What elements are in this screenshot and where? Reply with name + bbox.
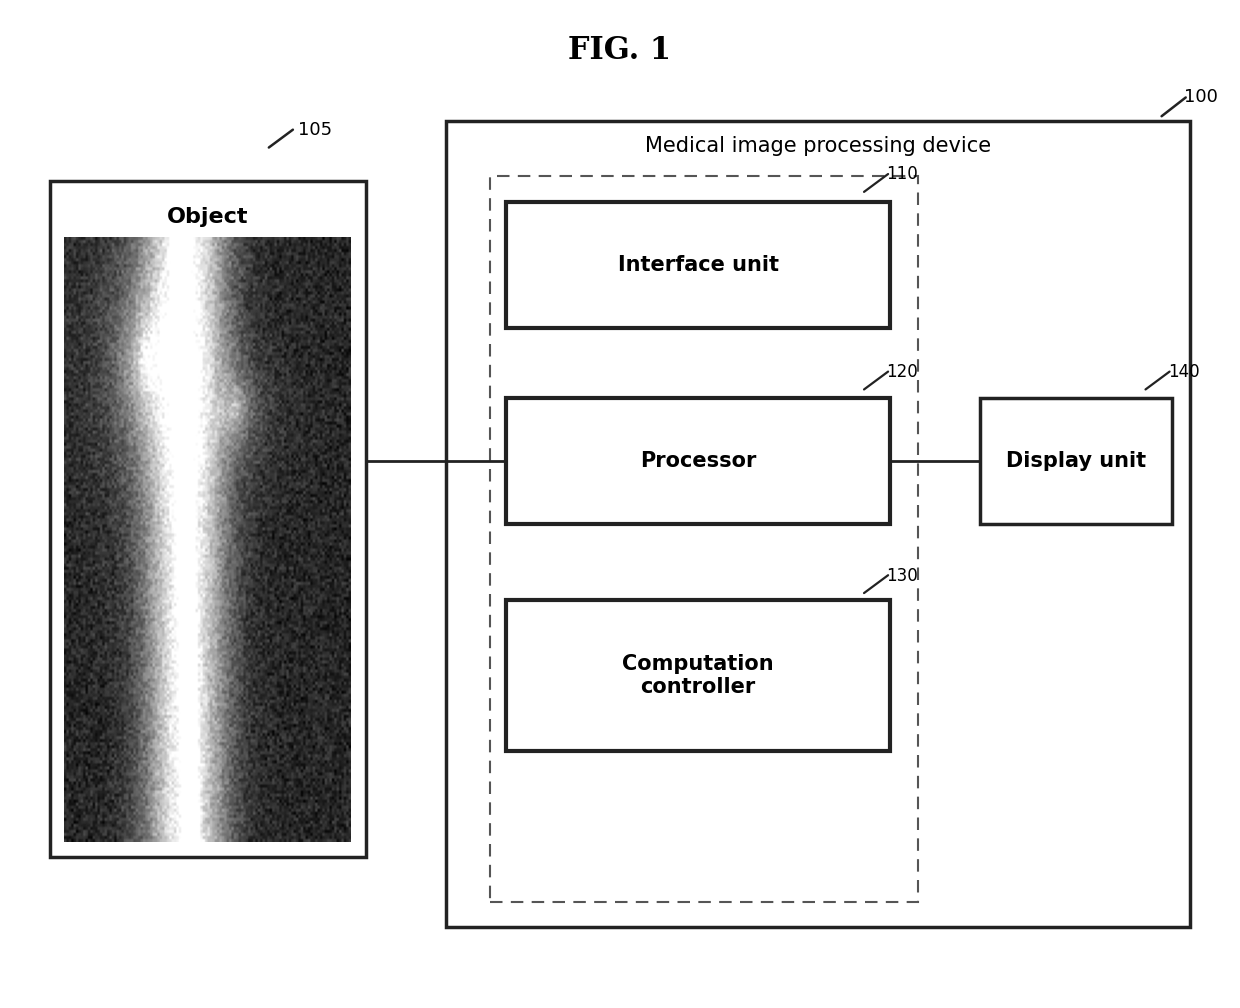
Bar xyxy=(506,398,890,524)
Bar xyxy=(446,121,1190,927)
Text: 110: 110 xyxy=(887,165,919,183)
Text: 120: 120 xyxy=(887,363,919,381)
Text: Computation
controller: Computation controller xyxy=(622,654,774,697)
Bar xyxy=(506,202,890,328)
Text: Interface unit: Interface unit xyxy=(618,255,779,274)
Text: 130: 130 xyxy=(887,566,919,585)
Text: Medical image processing device: Medical image processing device xyxy=(645,136,992,156)
Text: Object: Object xyxy=(167,207,248,227)
Text: 140: 140 xyxy=(1168,363,1200,381)
Bar xyxy=(50,181,366,857)
Bar xyxy=(490,176,918,902)
Text: 105: 105 xyxy=(298,121,332,139)
Text: 100: 100 xyxy=(1184,88,1218,106)
Text: FIG. 1: FIG. 1 xyxy=(568,35,672,67)
Text: Processor: Processor xyxy=(640,452,756,471)
Bar xyxy=(980,398,1172,524)
Bar xyxy=(506,600,890,751)
Text: Display unit: Display unit xyxy=(1006,452,1146,471)
